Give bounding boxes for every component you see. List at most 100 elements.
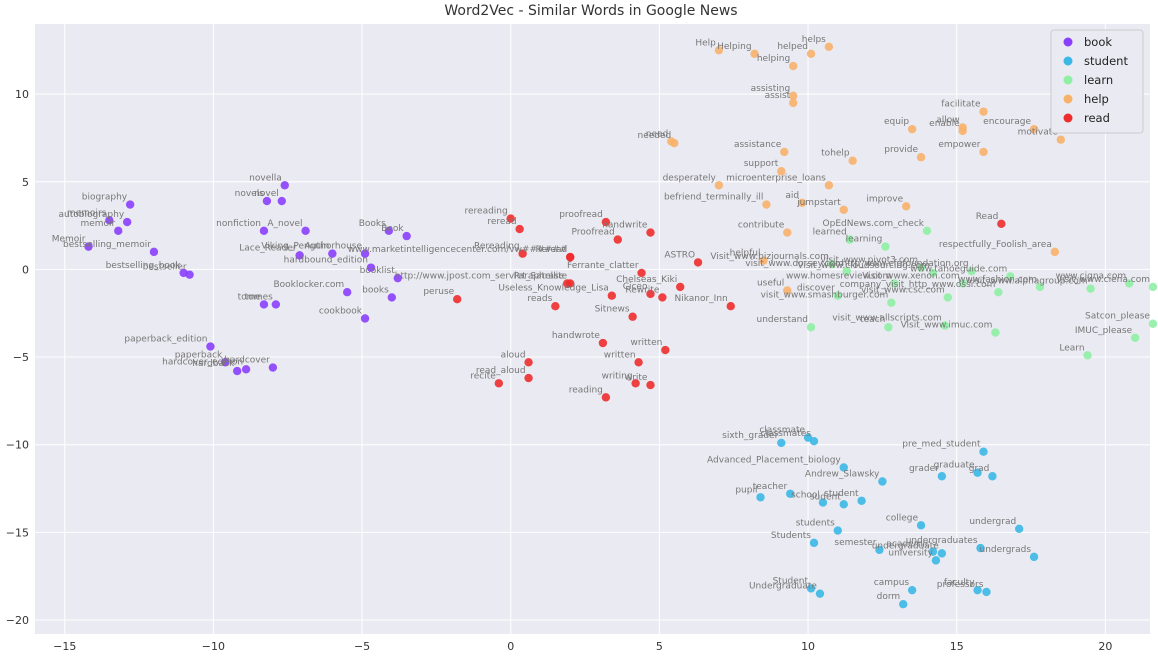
point-label: paperback bbox=[175, 350, 223, 360]
legend: book student learn help read bbox=[1050, 29, 1144, 134]
point-label: learned bbox=[813, 228, 847, 238]
point-label: classmates bbox=[761, 429, 812, 439]
point-label: Learn bbox=[1059, 343, 1084, 353]
point-learn bbox=[1148, 282, 1158, 292]
legend-label-help: help bbox=[1084, 92, 1109, 106]
point-label: assisting bbox=[751, 84, 791, 94]
point-book bbox=[277, 196, 286, 206]
point-help bbox=[839, 205, 848, 215]
point-label: Memoir bbox=[52, 235, 86, 245]
point-label: autobiography bbox=[59, 210, 125, 220]
point-label: www.cigna.com bbox=[1056, 271, 1127, 281]
legend-label-learn: learn bbox=[1084, 73, 1113, 87]
point-learn bbox=[928, 268, 938, 278]
point-student bbox=[937, 472, 947, 481]
point-read bbox=[661, 345, 670, 355]
point-label: encourage bbox=[983, 117, 1031, 127]
point-label: ASTRO bbox=[664, 250, 695, 260]
point-learn bbox=[833, 291, 842, 300]
point-help bbox=[797, 198, 807, 207]
point-label: faculty bbox=[944, 578, 975, 588]
point-label: assistance bbox=[734, 140, 782, 150]
point-read bbox=[637, 268, 646, 278]
point-label: bestseller bbox=[143, 263, 187, 273]
point-read bbox=[601, 393, 611, 402]
point-label: tomes bbox=[245, 292, 273, 302]
point-label: graduate bbox=[934, 461, 975, 471]
point-label: students bbox=[796, 519, 835, 529]
point-student bbox=[982, 587, 991, 597]
point-label: provide bbox=[884, 145, 918, 155]
legend-marker-learn bbox=[1063, 75, 1073, 85]
point-label: undergraduate bbox=[872, 541, 940, 551]
point-help bbox=[780, 147, 789, 157]
point-label: grad bbox=[969, 464, 990, 474]
point-read bbox=[598, 338, 608, 348]
point-read bbox=[518, 249, 527, 258]
point-help bbox=[958, 126, 967, 136]
point-learn bbox=[943, 293, 953, 302]
point-learn bbox=[994, 287, 1003, 297]
point-learn bbox=[940, 321, 950, 330]
point-book bbox=[185, 270, 194, 279]
point-label: understand bbox=[757, 315, 809, 325]
y-tick-label: −15 bbox=[6, 526, 29, 539]
point-book bbox=[105, 216, 114, 225]
point-label: visit_www.ciena.com bbox=[1057, 275, 1150, 285]
point-label: teach bbox=[860, 315, 885, 325]
point-label: IMUC_please bbox=[1075, 326, 1133, 336]
point-label: contribute bbox=[738, 221, 785, 231]
point-label: visit_www.smashburger.com bbox=[761, 291, 889, 301]
x-tick-label: 20 bbox=[1098, 640, 1112, 653]
point-label: hardback bbox=[192, 359, 235, 369]
point-student bbox=[818, 498, 828, 507]
point-label: nonfiction bbox=[216, 219, 261, 229]
point-label: Rewrite bbox=[625, 285, 659, 295]
point-book bbox=[241, 365, 251, 374]
point-learn bbox=[806, 323, 816, 332]
point-label: cookbook bbox=[319, 306, 363, 316]
point-label: needed bbox=[638, 131, 672, 141]
point-label: Read bbox=[976, 212, 999, 222]
x-tick-label: 0 bbox=[507, 640, 514, 653]
point-book bbox=[366, 263, 376, 272]
point-label: visit_www.csc.com bbox=[861, 285, 945, 295]
point-label: proofread bbox=[559, 210, 603, 220]
point-help bbox=[901, 202, 911, 211]
point-help bbox=[916, 153, 926, 162]
point-label: Nikanor_Inn bbox=[674, 294, 727, 304]
legend-label-book: book bbox=[1084, 35, 1112, 49]
point-book bbox=[84, 242, 93, 251]
point-label: reread bbox=[487, 217, 516, 227]
point-student bbox=[979, 447, 988, 456]
point-label: tome bbox=[238, 292, 262, 302]
point-label: teacher bbox=[753, 482, 788, 492]
point-read bbox=[658, 293, 667, 302]
point-student bbox=[786, 489, 795, 498]
point-label: Advanced_Placement_biology bbox=[707, 455, 841, 465]
point-book bbox=[280, 181, 289, 190]
point-student bbox=[806, 584, 816, 593]
point-label: Undergraduate bbox=[749, 582, 817, 592]
legend-box bbox=[1050, 29, 1144, 134]
point-read bbox=[524, 358, 533, 367]
point-student bbox=[973, 585, 982, 595]
point-book bbox=[206, 342, 215, 351]
point-label: helpful bbox=[730, 249, 761, 259]
point-label: rereading bbox=[464, 207, 507, 217]
point-read bbox=[628, 312, 637, 321]
point-label: novels bbox=[235, 189, 265, 199]
point-learn bbox=[991, 328, 1000, 337]
point-book bbox=[221, 358, 230, 367]
point-label: pupil bbox=[735, 485, 757, 495]
x-tick-label: 5 bbox=[656, 640, 663, 653]
point-student bbox=[809, 538, 819, 548]
point-label: www.tahoeguide.com bbox=[910, 264, 1007, 274]
point-label: school bbox=[791, 491, 820, 501]
point-label: Sitnews bbox=[595, 305, 630, 315]
legend-marker-book bbox=[1063, 37, 1073, 47]
point-learn bbox=[884, 323, 893, 332]
point-read bbox=[631, 379, 640, 388]
point-learn bbox=[845, 235, 854, 244]
